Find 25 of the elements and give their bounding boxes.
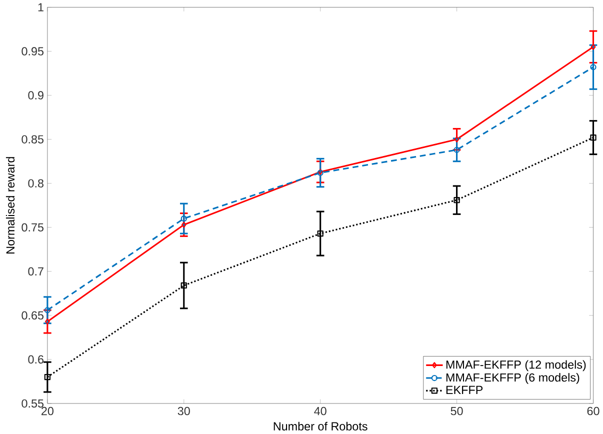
- point: [317, 230, 324, 237]
- y-tick-label: 0.6: [28, 355, 44, 364]
- legend-label: MMAF-EKFFP (12 models): [446, 360, 586, 372]
- y-tick-label: 0.75: [22, 223, 44, 232]
- y-tick-label: 0.85: [22, 135, 44, 144]
- legend-label: EKFFP: [446, 386, 483, 394]
- x-tick-label: 60: [587, 407, 600, 416]
- point: [180, 282, 187, 289]
- y-axis-title: Normalised reward: [6, 157, 15, 254]
- y-tick-label: 0.55: [22, 399, 44, 408]
- y-tick-label: 0.8: [28, 179, 44, 188]
- y-tick-label: 0.95: [22, 47, 44, 56]
- y-tick-label: 0.9: [28, 91, 44, 100]
- x-tick-label: 20: [42, 407, 54, 416]
- x-tick-label: 30: [178, 407, 190, 416]
- point: [590, 134, 596, 141]
- y-tick-label: 0.65: [22, 311, 44, 320]
- legend-label: MMAF-EKFFP (6 models): [446, 373, 580, 384]
- point: [454, 197, 460, 204]
- y-tick-label: 0.7: [28, 267, 44, 276]
- x-tick-label: 40: [314, 407, 326, 416]
- x-axis-title: Number of Robots: [274, 422, 368, 431]
- point: [44, 374, 50, 380]
- y-tick-label: 1: [38, 3, 44, 12]
- x-tick-label: 50: [450, 407, 463, 416]
